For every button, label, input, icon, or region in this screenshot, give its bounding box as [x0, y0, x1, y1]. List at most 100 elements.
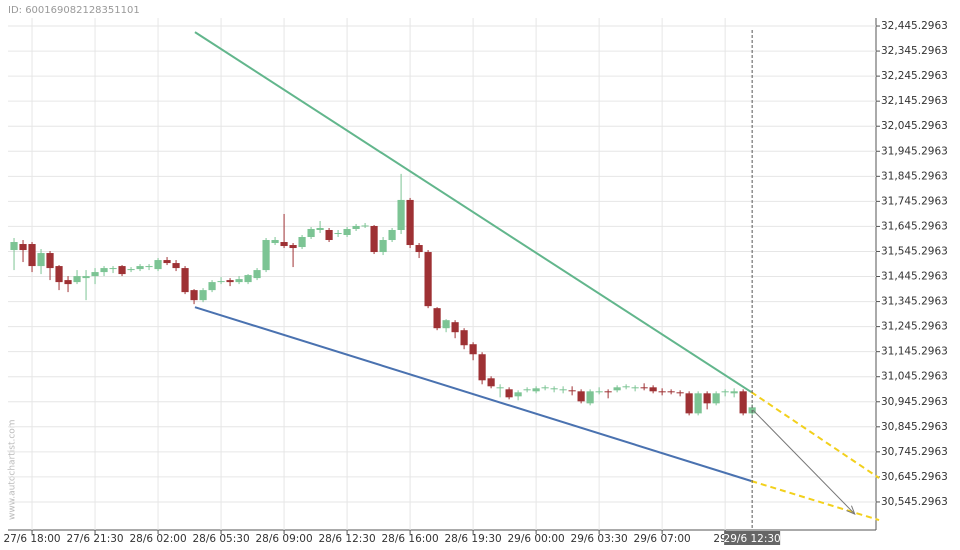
candle-body [343, 228, 351, 236]
y-tick-label: 32,145.2963 [881, 95, 948, 107]
y-tick-label: 32,345.2963 [881, 45, 948, 57]
candle-body [568, 390, 576, 392]
candle-body [100, 268, 108, 273]
candle-body [118, 266, 126, 275]
candle-body [199, 290, 207, 301]
candle-body [262, 240, 270, 271]
y-tick-label: 31,745.2963 [881, 195, 948, 207]
candle-body [406, 199, 414, 246]
x-tick-label: 28/6 02:00 [129, 533, 186, 545]
candle-body [154, 260, 162, 270]
candle-body [514, 392, 522, 397]
x-tick-label: 27/6 21:30 [66, 533, 123, 545]
projection-line [750, 391, 880, 479]
candle-body [127, 269, 135, 271]
candle-body [433, 308, 441, 329]
candle-body [631, 387, 639, 389]
candle-body [622, 386, 630, 388]
projection-line [750, 480, 880, 522]
candle-body [28, 244, 36, 267]
candle-body [289, 245, 297, 249]
y-tick-label: 31,445.2963 [881, 271, 948, 283]
forecast-arrow [752, 409, 856, 515]
candle-body [145, 266, 153, 268]
candle-body [469, 344, 477, 355]
candle-body [550, 388, 558, 390]
candle-body [82, 276, 90, 279]
y-tick-label: 30,845.2963 [881, 421, 948, 433]
candle-body [10, 242, 18, 251]
candle-body [613, 387, 621, 391]
candle-body [667, 391, 675, 393]
candle-body [388, 229, 396, 241]
candle-body [559, 389, 567, 391]
y-tick-label: 30,545.2963 [881, 496, 948, 508]
candle-body [55, 266, 63, 283]
candle-body [739, 391, 747, 414]
y-tick-label: 31,045.2963 [881, 371, 948, 383]
candle-body [415, 245, 423, 253]
candle-body [442, 320, 450, 329]
candle-body [721, 391, 729, 393]
candle-body [370, 225, 378, 253]
y-tick-label: 32,445.2963 [881, 20, 948, 32]
candle-body [460, 330, 468, 346]
x-tick-label: 28/6 16:00 [381, 533, 438, 545]
candle-body [703, 393, 711, 404]
watermark: www.autochartist.com [8, 419, 18, 520]
arrow-head [846, 505, 856, 515]
y-tick-label: 31,945.2963 [881, 145, 948, 157]
candle-body [712, 393, 720, 404]
y-tick-label: 30,645.2963 [881, 471, 948, 483]
chart-id: ID: 600169082128351101 [8, 5, 140, 16]
candle-body [163, 260, 171, 264]
candle-body [244, 275, 252, 283]
candle-body [316, 227, 324, 230]
y-tick-label: 31,845.2963 [881, 170, 948, 182]
candle-body [496, 387, 504, 389]
candle-body [109, 268, 117, 270]
x-tick-label: 28/6 12:30 [318, 533, 375, 545]
x-tick-label: 29/6 07:00 [634, 533, 691, 545]
candle-body [181, 268, 189, 293]
y-tick-label: 32,245.2963 [881, 70, 948, 82]
candle-body [487, 378, 495, 387]
candle-body [676, 392, 684, 394]
candle-body [505, 389, 513, 398]
candle-body [649, 387, 657, 392]
candle-body [577, 391, 585, 402]
candle-body [334, 233, 342, 235]
candle-body [190, 290, 198, 301]
candle-body [298, 237, 306, 248]
candle-body [325, 229, 333, 241]
y-tick-label: 31,145.2963 [881, 346, 948, 358]
candle-body [235, 279, 243, 283]
y-tick-label: 30,745.2963 [881, 446, 948, 458]
candle-body [253, 270, 261, 279]
candle-body [361, 225, 369, 227]
candle-body [586, 391, 594, 404]
trendline [194, 306, 752, 482]
y-tick-label: 31,545.2963 [881, 245, 948, 257]
x-tick-label: 28/6 19:30 [445, 533, 502, 545]
crosshair-label-bg [724, 531, 781, 545]
candle-body [451, 322, 459, 333]
candle-body [694, 393, 702, 414]
candle-body [217, 281, 225, 283]
candle-body [397, 199, 405, 230]
y-tick-label: 31,245.2963 [881, 321, 948, 333]
candle-body [280, 242, 288, 247]
y-tick-label: 30,945.2963 [881, 396, 948, 408]
candle-body [307, 228, 315, 238]
candle-body [604, 391, 612, 393]
trendline [194, 31, 752, 393]
candle-body [19, 244, 27, 251]
candle-body [730, 391, 738, 394]
y-tick-label: 31,345.2963 [881, 296, 948, 308]
candle-body [640, 387, 648, 389]
candle-body [64, 280, 72, 285]
crosshair-label: 29/6 12:30 [724, 533, 781, 545]
candle-body [523, 389, 531, 391]
